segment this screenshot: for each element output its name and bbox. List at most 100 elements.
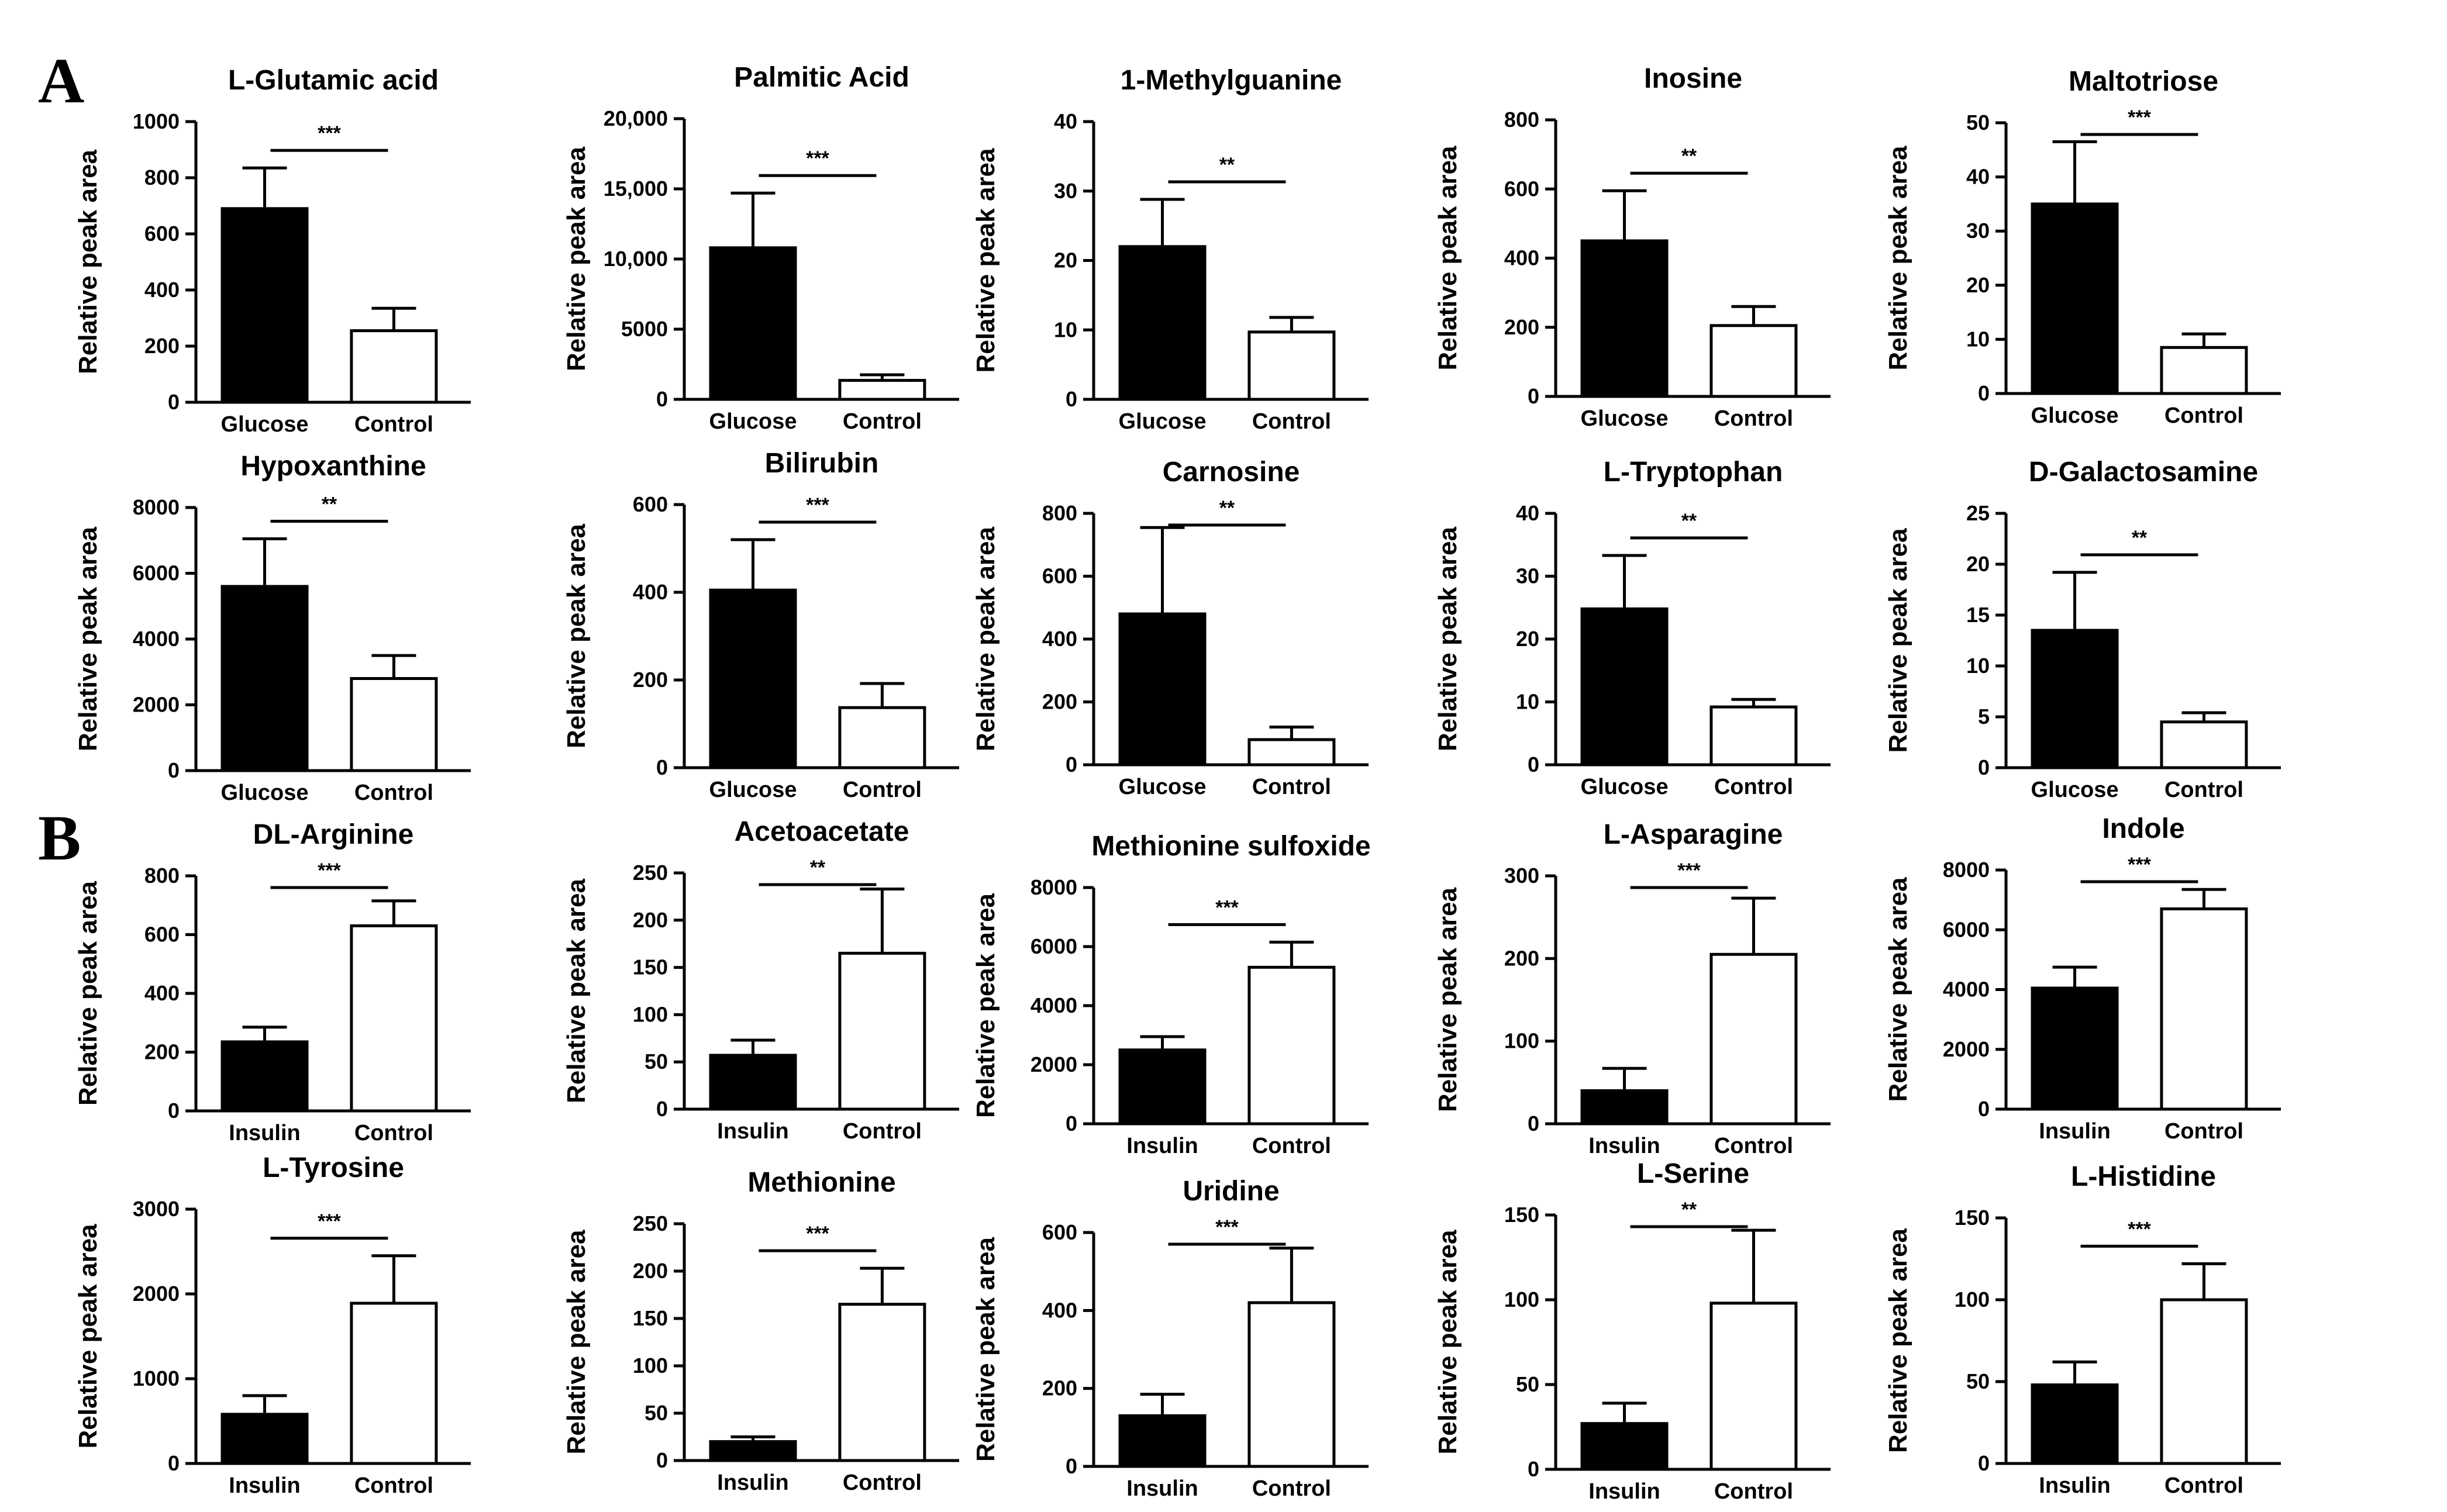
chart-13: Methionine sulfoxide 0 2000 4000 6000 8000 Rel… xyxy=(971,831,1371,1158)
y-tick-label: 200 xyxy=(633,908,668,932)
bar-control xyxy=(838,951,926,1111)
significance-label: *** xyxy=(1215,1216,1239,1238)
bar-treatment xyxy=(2031,1383,2119,1465)
y-tick-label: 30 xyxy=(1966,219,1990,243)
category-label: Control xyxy=(354,781,433,805)
y-tick-label: 600 xyxy=(1042,564,1077,588)
y-tick-label: 100 xyxy=(633,1354,668,1378)
significance-label: *** xyxy=(806,494,829,516)
y-tick-label: 600 xyxy=(1504,177,1539,201)
y-tick-label: 50 xyxy=(1966,111,1990,134)
y-tick-label: 250 xyxy=(633,861,668,885)
category-label: Insulin xyxy=(1126,1476,1198,1501)
y-tick-label: 1000 xyxy=(133,1366,180,1390)
y-tick-label: 0 xyxy=(168,390,180,414)
category-label: Control xyxy=(1252,1476,1331,1501)
chart-12: Acetoacetate 0 50 100 150 200 250 Relative peak… xyxy=(562,816,959,1144)
category-label: Control xyxy=(2165,1119,2243,1144)
chart-4: Inosine 0 200 400 600 800 Relative peak area Gl… xyxy=(1433,63,1831,431)
chart-title: L-Tyrosine xyxy=(263,1152,404,1183)
y-tick-label: 15 xyxy=(1966,603,1990,627)
chart-6: Hypoxanthine 0 2000 4000 6000 8000 Relative pe… xyxy=(74,451,471,805)
y-axis-label: Relative peak area xyxy=(1884,1228,1912,1453)
chart-14: L-Asparagine 0 100 200 300 Relative peak area… xyxy=(1433,819,1831,1158)
y-tick-label: 800 xyxy=(1504,108,1539,132)
significance-label: ** xyxy=(2132,527,2148,549)
y-tick-label: 100 xyxy=(1504,1287,1539,1311)
category-label: Control xyxy=(1714,406,1793,431)
y-tick-label: 0 xyxy=(1978,1097,1990,1121)
y-tick-label: 20 xyxy=(1054,248,1077,272)
y-tick-label: 0 xyxy=(1528,384,1539,408)
chart-title: L-Histidine xyxy=(2071,1161,2216,1192)
chart-title: Methionine sulfoxide xyxy=(1091,831,1370,862)
y-tick-label: 20 xyxy=(1966,273,1990,297)
y-tick-label: 20 xyxy=(1966,552,1990,576)
chart-title: L-Asparagine xyxy=(1604,819,1783,850)
y-axis-label: Relative peak area xyxy=(562,523,591,748)
y-tick-label: 1000 xyxy=(133,109,180,133)
category-label: Control xyxy=(2165,778,2243,802)
chart-title: Hypoxanthine xyxy=(240,451,426,482)
significance-label: ** xyxy=(1219,497,1235,519)
category-label: Glucose xyxy=(1581,406,1669,431)
significance-label: ** xyxy=(322,493,337,515)
significance-label: ** xyxy=(1681,145,1697,167)
category-label: Control xyxy=(843,1470,922,1495)
y-tick-label: 4000 xyxy=(1943,978,1990,1002)
y-tick-label: 0 xyxy=(168,758,180,782)
y-tick-label: 400 xyxy=(1504,246,1539,270)
bar-control xyxy=(350,329,438,404)
y-tick-label: 100 xyxy=(633,1002,668,1026)
category-label: Insulin xyxy=(717,1470,788,1495)
y-tick-label: 50 xyxy=(645,1050,668,1073)
chart-title: L-Tryptophan xyxy=(1604,457,1783,488)
y-tick-label: 10 xyxy=(1966,327,1990,351)
y-axis-label: Relative peak area xyxy=(1433,146,1462,371)
y-tick-label: 400 xyxy=(1042,627,1077,651)
significance-label: ** xyxy=(1219,154,1235,176)
y-tick-label: 600 xyxy=(1042,1220,1077,1244)
y-tick-label: 6000 xyxy=(1031,934,1077,958)
bar-control xyxy=(1247,965,1336,1126)
y-tick-label: 0 xyxy=(656,1097,668,1121)
category-label: Glucose xyxy=(1119,409,1207,434)
significance-label: *** xyxy=(2128,854,2151,876)
y-axis-label: Relative peak area xyxy=(74,526,102,751)
y-axis-label: Relative peak area xyxy=(971,148,1000,373)
bar-treatment xyxy=(220,207,309,404)
category-label: Control xyxy=(1252,409,1331,434)
significance-label: *** xyxy=(1215,896,1239,919)
y-tick-label: 2000 xyxy=(133,1282,180,1306)
significance-label: ** xyxy=(1681,1199,1697,1221)
y-tick-label: 0 xyxy=(1528,1111,1539,1135)
category-label: Control xyxy=(843,409,922,434)
bar-treatment xyxy=(1118,1048,1207,1126)
chart-11: DL-Arginine 0 200 400 600 800 Relative peak ar… xyxy=(74,819,471,1145)
category-label: Control xyxy=(1714,1134,1793,1158)
category-label: Insulin xyxy=(2039,1473,2110,1498)
y-tick-label: 0 xyxy=(1528,752,1539,776)
y-tick-label: 8000 xyxy=(1031,875,1077,899)
category-label: Control xyxy=(843,778,922,802)
chart-title: Carnosine xyxy=(1163,457,1300,488)
category-label: Insulin xyxy=(1126,1134,1198,1158)
y-axis-label: Relative peak area xyxy=(971,893,1000,1118)
chart-18: Uridine 0 200 400 600 Relative peak area Insul… xyxy=(971,1176,1369,1501)
chart-15: Indole 0 2000 4000 6000 8000 Relative peak are… xyxy=(1884,813,2281,1144)
bar-control xyxy=(2160,907,2248,1111)
y-tick-label: 20,000 xyxy=(604,106,668,130)
y-tick-label: 600 xyxy=(144,222,180,246)
chart-5: Maltotriose 0 10 20 30 40 50 Relative peak area… xyxy=(1884,66,2281,428)
category-label: Glucose xyxy=(221,781,309,805)
y-tick-label: 40 xyxy=(1966,165,1990,189)
y-tick-label: 300 xyxy=(1504,864,1539,888)
bar-control xyxy=(2160,346,2248,395)
y-tick-label: 200 xyxy=(633,1259,668,1283)
y-tick-label: 3000 xyxy=(133,1197,180,1221)
category-label: Glucose xyxy=(2031,403,2119,428)
bar-treatment xyxy=(220,585,309,772)
y-tick-label: 200 xyxy=(144,1040,180,1064)
y-tick-label: 200 xyxy=(1042,1376,1077,1400)
y-tick-label: 10,000 xyxy=(604,247,668,271)
